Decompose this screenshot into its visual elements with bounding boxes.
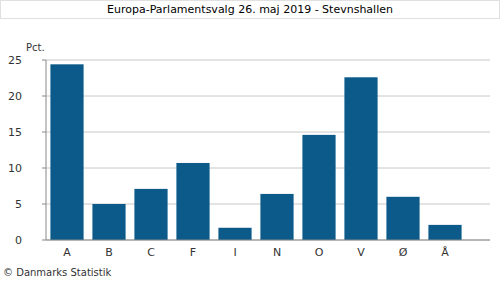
x-tick-label: F bbox=[190, 246, 196, 259]
grid-line bbox=[46, 132, 490, 133]
chart-container: Europa-Parlamentsvalg 26. maj 2019 - Ste… bbox=[0, 0, 500, 282]
y-tick-label: 15 bbox=[8, 126, 22, 139]
y-tick-label: 5 bbox=[15, 198, 22, 211]
tick-mark bbox=[42, 240, 46, 241]
bar bbox=[344, 77, 377, 240]
tick-mark bbox=[42, 132, 46, 133]
x-tick-label: O bbox=[315, 246, 324, 259]
grid-line bbox=[46, 240, 490, 241]
bar bbox=[302, 135, 335, 240]
y-axis bbox=[46, 60, 47, 240]
y-tick-label: 0 bbox=[15, 234, 22, 247]
bar bbox=[92, 204, 125, 240]
y-tick-label: 10 bbox=[8, 162, 22, 175]
y-tick-label: 20 bbox=[8, 90, 22, 103]
title: Europa-Parlamentsvalg 26. maj 2019 - Ste… bbox=[107, 3, 393, 16]
x-tick-label: N bbox=[273, 246, 281, 259]
tick-mark bbox=[42, 168, 46, 169]
x-tick-label: A bbox=[63, 246, 71, 259]
grid-line bbox=[46, 168, 490, 169]
bar bbox=[134, 189, 167, 240]
tick-mark bbox=[42, 60, 46, 61]
x-tick-label: Å bbox=[441, 246, 449, 259]
grid-line bbox=[46, 96, 490, 97]
source: © Danmarks Statistik bbox=[3, 267, 112, 278]
bar bbox=[218, 228, 251, 240]
x-tick-label: C bbox=[147, 246, 155, 259]
x-axis bbox=[46, 240, 490, 241]
chart-svg: Europa-Parlamentsvalg 26. maj 2019 - Ste… bbox=[0, 0, 500, 282]
x-tick-label: B bbox=[105, 246, 113, 259]
tick-mark bbox=[42, 204, 46, 205]
y-tick-label: 25 bbox=[8, 54, 22, 67]
grid-line bbox=[46, 60, 490, 61]
bars bbox=[50, 64, 461, 240]
title-box bbox=[1, 1, 500, 19]
tick-mark bbox=[42, 96, 46, 97]
bar bbox=[386, 197, 419, 240]
bar bbox=[50, 64, 83, 240]
x-tick-label: Ø bbox=[399, 246, 408, 259]
x-tick-label: V bbox=[357, 246, 365, 259]
bar bbox=[176, 163, 209, 240]
x-tick-label: I bbox=[233, 246, 236, 259]
bar bbox=[260, 194, 293, 240]
bar bbox=[428, 225, 461, 240]
y-label: Pct. bbox=[26, 42, 45, 53]
